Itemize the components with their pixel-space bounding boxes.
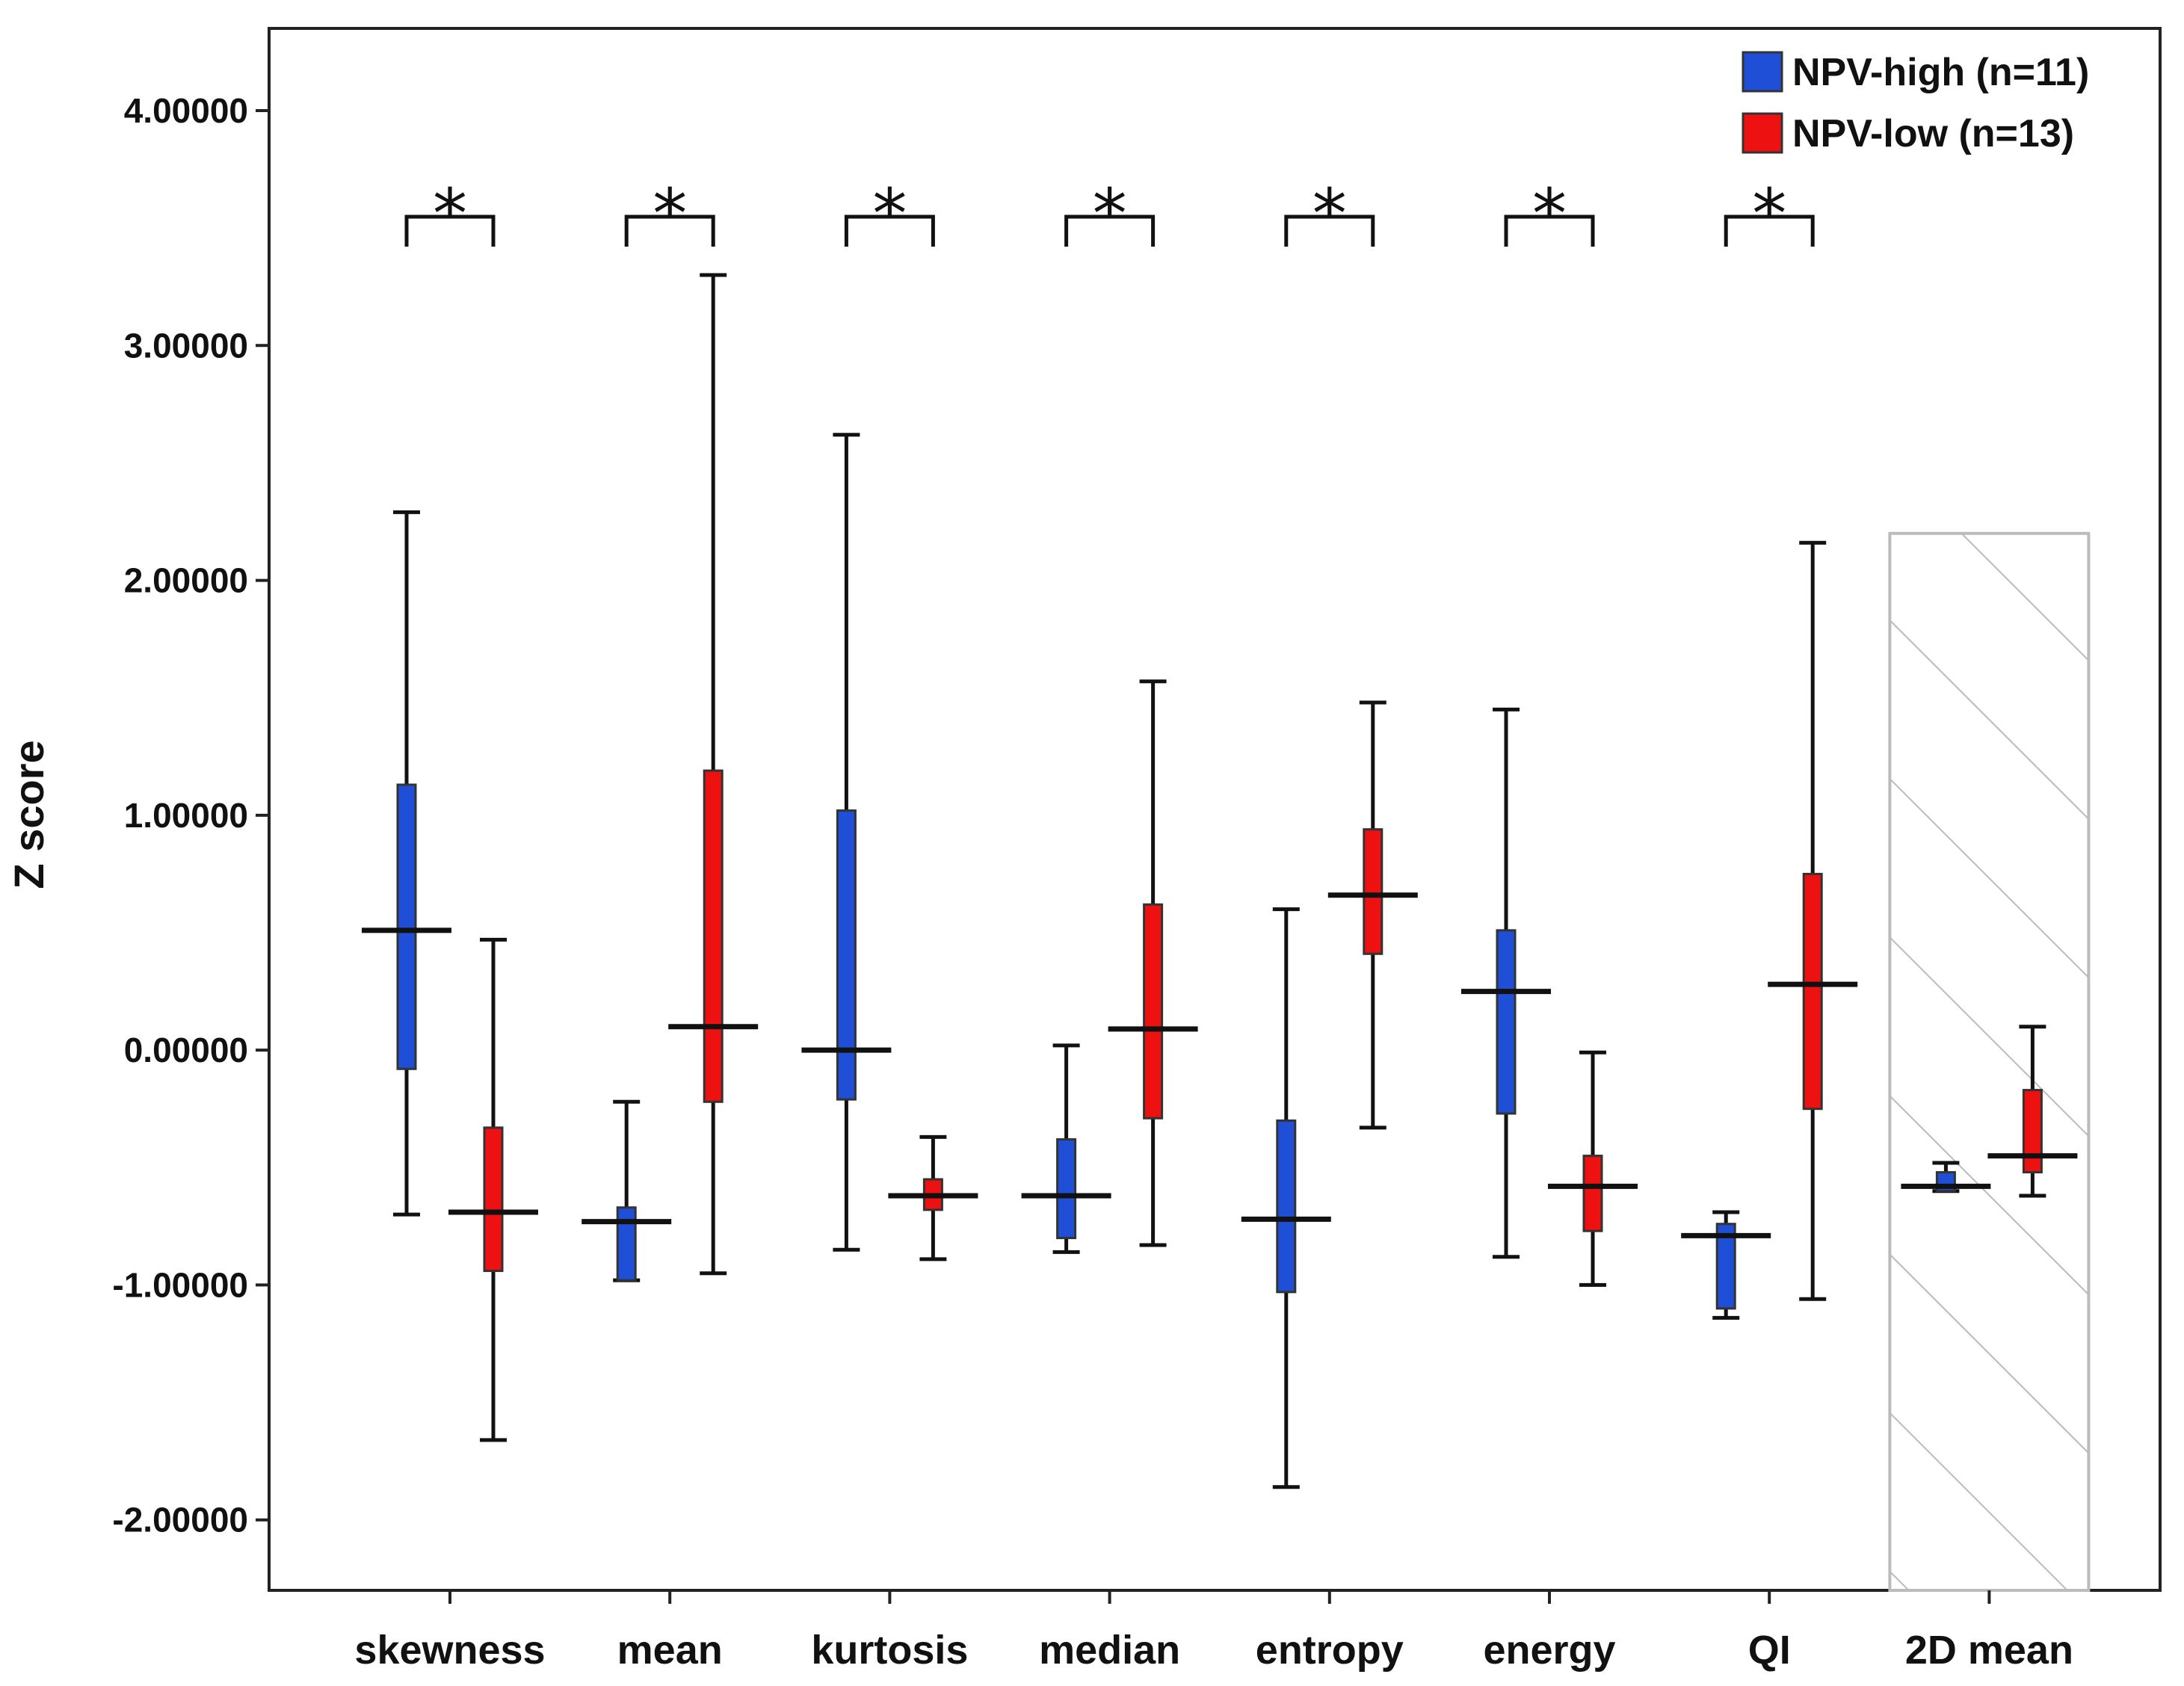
y-tick-label: 1.00000 bbox=[124, 796, 248, 835]
x-category-label: entropy bbox=[1256, 1628, 1404, 1673]
y-tick-label: 3.00000 bbox=[124, 326, 248, 365]
significance-star: * bbox=[433, 174, 467, 254]
plot-frame bbox=[268, 27, 2162, 1592]
x-category-label: median bbox=[1039, 1628, 1180, 1673]
box bbox=[483, 1126, 504, 1273]
box-group bbox=[448, 937, 538, 1442]
y-tick-label: 2.00000 bbox=[124, 561, 248, 600]
x-category-label: kurtosis bbox=[811, 1628, 968, 1673]
x-category-label: mean bbox=[617, 1628, 723, 1673]
y-axis-title: Z score bbox=[5, 740, 52, 889]
legend-label: NPV-high (n=11) bbox=[1792, 51, 2089, 94]
box bbox=[836, 809, 857, 1101]
box bbox=[1496, 929, 1517, 1115]
box-group bbox=[1461, 707, 1551, 1259]
significance-bracket bbox=[1724, 214, 1815, 247]
box bbox=[703, 769, 724, 1103]
box-group bbox=[801, 433, 892, 1252]
significance-star: * bbox=[872, 174, 907, 254]
box bbox=[1276, 1119, 1297, 1294]
x-category-label: skewness bbox=[354, 1628, 545, 1673]
box-group bbox=[1327, 700, 1418, 1130]
box bbox=[396, 783, 417, 1070]
significance-star: * bbox=[1312, 174, 1347, 254]
box-group bbox=[582, 1099, 672, 1282]
y-tick-label: 4.00000 bbox=[124, 91, 248, 130]
box-group bbox=[1768, 540, 1858, 1301]
box-group bbox=[1548, 1050, 1638, 1287]
x-category-label: 2D mean bbox=[1905, 1628, 2073, 1673]
significance-star: * bbox=[1093, 174, 1127, 254]
x-category-label: energy bbox=[1483, 1628, 1615, 1673]
legend-swatch bbox=[1742, 51, 1783, 93]
box bbox=[1363, 828, 1383, 955]
box-group bbox=[668, 273, 759, 1276]
significance-bracket bbox=[1064, 214, 1156, 247]
box-group bbox=[1021, 1043, 1111, 1254]
legend-label: NPV-low (n=13) bbox=[1792, 112, 2074, 155]
box-group bbox=[1241, 907, 1331, 1489]
box-group bbox=[1901, 1161, 1991, 1194]
shaded-region bbox=[1888, 531, 2091, 1593]
box bbox=[2022, 1089, 2043, 1174]
box bbox=[1802, 872, 1823, 1111]
significance-bracket bbox=[1284, 214, 1375, 247]
significance-star: * bbox=[1752, 174, 1786, 254]
y-tick-label: -1.00000 bbox=[112, 1265, 248, 1304]
legend-swatch bbox=[1742, 112, 1783, 154]
box-group bbox=[362, 510, 451, 1217]
box bbox=[1143, 903, 1164, 1120]
box-group bbox=[1681, 1210, 1771, 1320]
box-group bbox=[1987, 1025, 2078, 1198]
y-tick-label: 0.00000 bbox=[124, 1031, 248, 1069]
significance-bracket bbox=[404, 214, 496, 247]
box-group bbox=[888, 1134, 978, 1262]
y-tick-label: -2.00000 bbox=[112, 1501, 248, 1540]
significance-star: * bbox=[1532, 174, 1567, 254]
significance-bracket bbox=[1504, 214, 1595, 247]
significance-bracket bbox=[624, 214, 715, 247]
box bbox=[1056, 1138, 1077, 1240]
significance-bracket bbox=[844, 214, 935, 247]
significance-star: * bbox=[653, 174, 687, 254]
box bbox=[616, 1206, 637, 1282]
box-group bbox=[1108, 679, 1198, 1247]
box bbox=[1582, 1155, 1603, 1232]
x-category-label: QI bbox=[1748, 1628, 1791, 1673]
